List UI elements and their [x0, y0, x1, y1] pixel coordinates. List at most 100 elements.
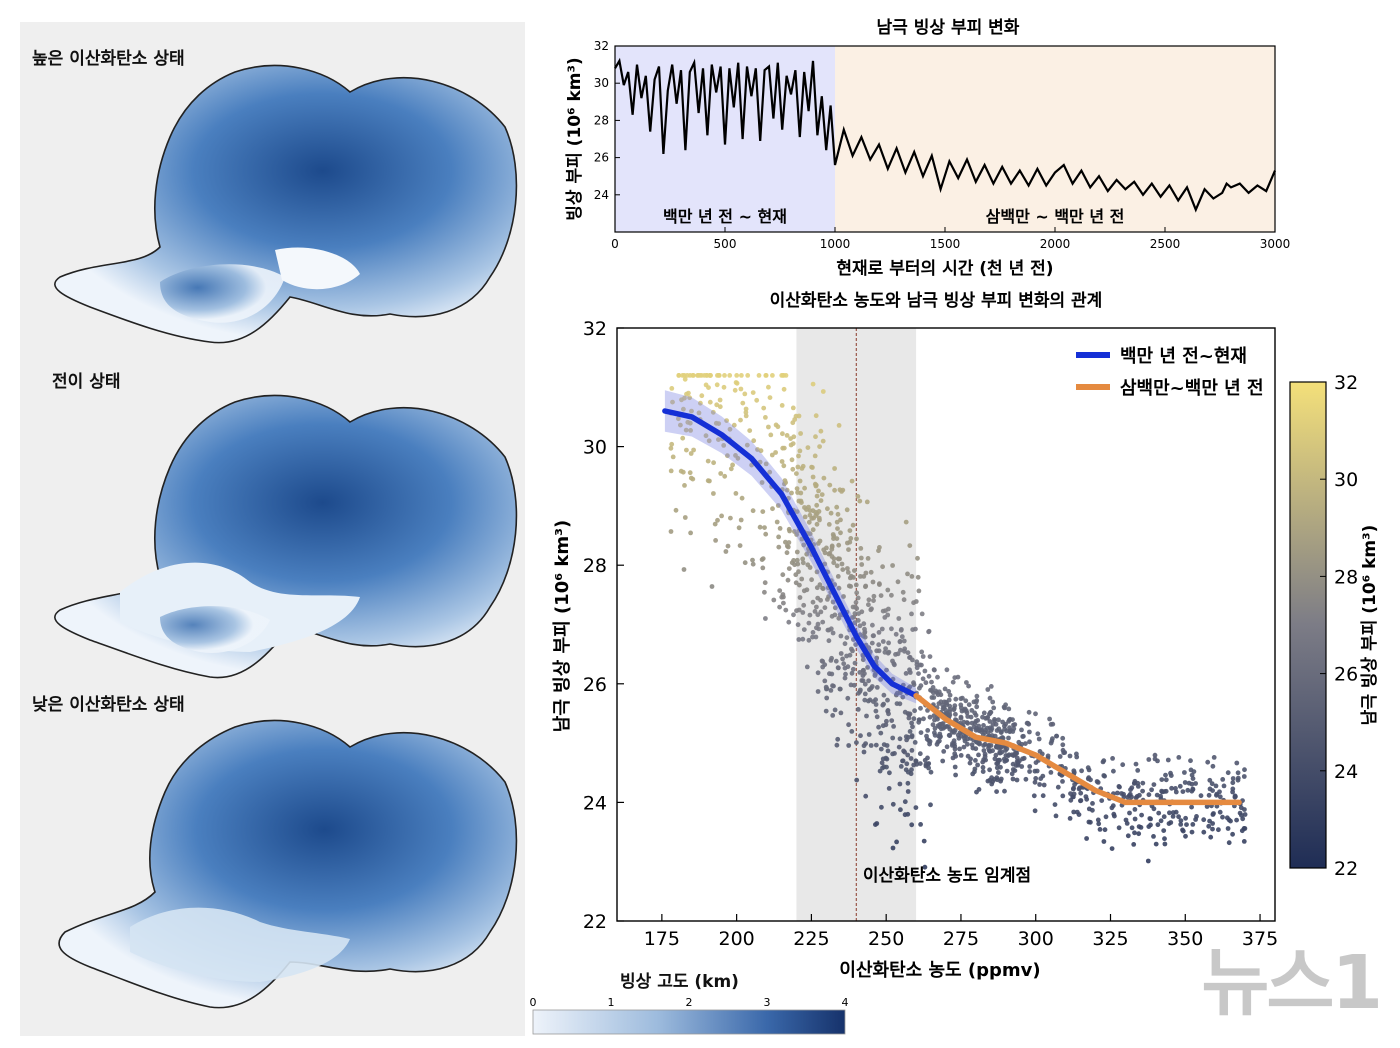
scatter-point: [1049, 738, 1055, 744]
scatter-point: [856, 611, 861, 616]
scatter-point: [1047, 716, 1052, 722]
scatter-y-tick-label: 22: [583, 911, 607, 933]
scatter-point: [1211, 755, 1217, 760]
scatter-point: [864, 713, 869, 719]
scatter-point: [860, 668, 866, 673]
scatter-point: [850, 522, 856, 528]
scatter-point: [1149, 787, 1154, 793]
scatter-point: [958, 696, 964, 702]
scatter-point: [898, 807, 903, 813]
scatter-point: [958, 753, 964, 758]
scatter-point: [727, 373, 733, 378]
scatter-point: [986, 743, 991, 748]
scatter-point: [1207, 777, 1213, 783]
scatter-point: [814, 502, 820, 508]
scatter-point: [1128, 787, 1133, 793]
scatter-point: [1129, 794, 1134, 800]
scatter-point: [1060, 735, 1066, 741]
scatter-point: [830, 630, 836, 636]
scatter-point: [902, 646, 908, 652]
scatter-point: [1129, 825, 1135, 831]
scatter-point: [961, 719, 967, 725]
scatter-point: [1207, 786, 1213, 792]
scatter-point: [1040, 793, 1046, 799]
scatter-point: [1140, 780, 1146, 786]
scatter-point: [797, 595, 803, 600]
scatter-point: [763, 531, 769, 537]
scatter-point: [861, 749, 867, 755]
scatter-point: [861, 574, 867, 579]
line-chart-x-tick-label: 0: [611, 237, 619, 251]
scatter-point: [1241, 774, 1247, 779]
scatter-point: [849, 729, 855, 734]
scatter-point: [849, 670, 855, 676]
scatter-point: [914, 659, 920, 665]
scatter-point: [884, 756, 890, 762]
scatter-point: [973, 727, 979, 733]
scatter-point: [993, 752, 999, 758]
scatter-point: [929, 695, 935, 700]
scatter-point: [801, 588, 807, 594]
scatter-point: [961, 744, 967, 750]
scatter-point: [1241, 839, 1247, 844]
scatter-point: [982, 754, 988, 760]
map-high-co2: [54, 64, 518, 344]
scatter-point: [767, 469, 773, 475]
scatter-point: [1068, 791, 1073, 796]
scatter-point: [935, 674, 940, 680]
scatter-point: [919, 611, 925, 617]
scatter-point: [845, 566, 850, 571]
scatter-point: [890, 563, 895, 568]
scatter-point: [965, 714, 971, 719]
scatter-point: [1027, 769, 1032, 774]
scatter-point: [922, 668, 928, 674]
scatter-x-tick-label: 375: [1242, 928, 1278, 950]
line-chart-x-tick-label: 3000: [1260, 237, 1291, 251]
scatter-point: [1111, 768, 1116, 774]
scatter-point: [923, 680, 929, 686]
scatter-point: [1031, 793, 1037, 799]
scatter-point: [829, 554, 835, 559]
legend-label-recent: 백만 년 전~현재: [1120, 346, 1247, 367]
scatter-point: [879, 626, 885, 632]
scatter-point: [1225, 826, 1231, 831]
scatter-point: [836, 665, 841, 671]
scatter-point: [952, 764, 958, 770]
scatter-point: [924, 733, 929, 739]
scatter-point: [864, 499, 870, 505]
scatter-point: [854, 777, 860, 783]
scatter-point: [1145, 858, 1151, 864]
scatter-point: [897, 781, 903, 787]
scatter-point: [1120, 762, 1126, 768]
legend-label-older: 삼백만~백만 년 전: [1120, 378, 1264, 399]
line-chart-title: 남극 빙상 부피 변화: [877, 18, 1020, 38]
scatter-point: [1232, 794, 1238, 800]
trend-lines: [662, 390, 1242, 806]
scatter-point: [852, 568, 857, 573]
scatter-point: [876, 548, 881, 554]
scatter-point: [780, 431, 785, 437]
scatter-point: [981, 723, 986, 728]
scatter-point: [992, 756, 998, 762]
scatter-point: [870, 579, 876, 585]
scatter-point: [870, 622, 875, 628]
scatter-point: [1048, 722, 1054, 727]
scatter-point: [1198, 793, 1204, 799]
scatter-point: [791, 612, 796, 618]
scatter-point: [896, 744, 902, 750]
line-chart-y-tick-label: 30: [594, 76, 609, 90]
scatter-point: [837, 556, 842, 562]
scatter-point: [828, 510, 834, 516]
scatter-point: [818, 498, 824, 503]
line-chart-region-1: [835, 46, 1275, 232]
scatter-point: [775, 424, 781, 430]
scatter-point: [668, 468, 674, 474]
scatter-point: [814, 493, 820, 499]
scatter-point: [835, 511, 841, 517]
scatter-point: [733, 453, 738, 458]
scatter-point: [763, 415, 768, 420]
scatter-point: [903, 767, 909, 773]
scatter-point: [1201, 829, 1207, 835]
scatter-point: [1180, 828, 1186, 834]
scatter-point: [777, 526, 783, 531]
